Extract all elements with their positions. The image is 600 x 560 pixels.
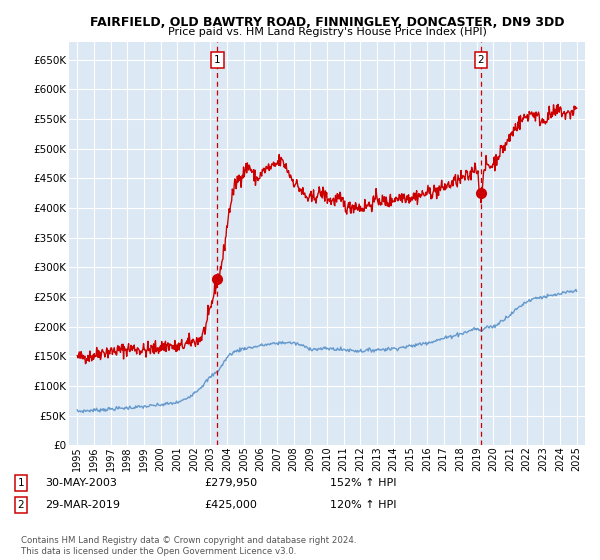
Text: 2: 2	[478, 55, 484, 65]
Text: FAIRFIELD, OLD BAWTRY ROAD, FINNINGLEY, DONCASTER, DN9 3DD: FAIRFIELD, OLD BAWTRY ROAD, FINNINGLEY, …	[90, 16, 564, 29]
Text: 152% ↑ HPI: 152% ↑ HPI	[330, 478, 397, 488]
Text: 29-MAR-2019: 29-MAR-2019	[45, 500, 120, 510]
Text: £425,000: £425,000	[204, 500, 257, 510]
Text: 30-MAY-2003: 30-MAY-2003	[45, 478, 117, 488]
Text: Price paid vs. HM Land Registry's House Price Index (HPI): Price paid vs. HM Land Registry's House …	[167, 27, 487, 37]
Text: 120% ↑ HPI: 120% ↑ HPI	[330, 500, 397, 510]
Text: 1: 1	[214, 55, 221, 65]
Text: 2: 2	[17, 500, 25, 510]
Text: Contains HM Land Registry data © Crown copyright and database right 2024.
This d: Contains HM Land Registry data © Crown c…	[21, 536, 356, 556]
Text: £279,950: £279,950	[204, 478, 257, 488]
Text: 1: 1	[17, 478, 25, 488]
